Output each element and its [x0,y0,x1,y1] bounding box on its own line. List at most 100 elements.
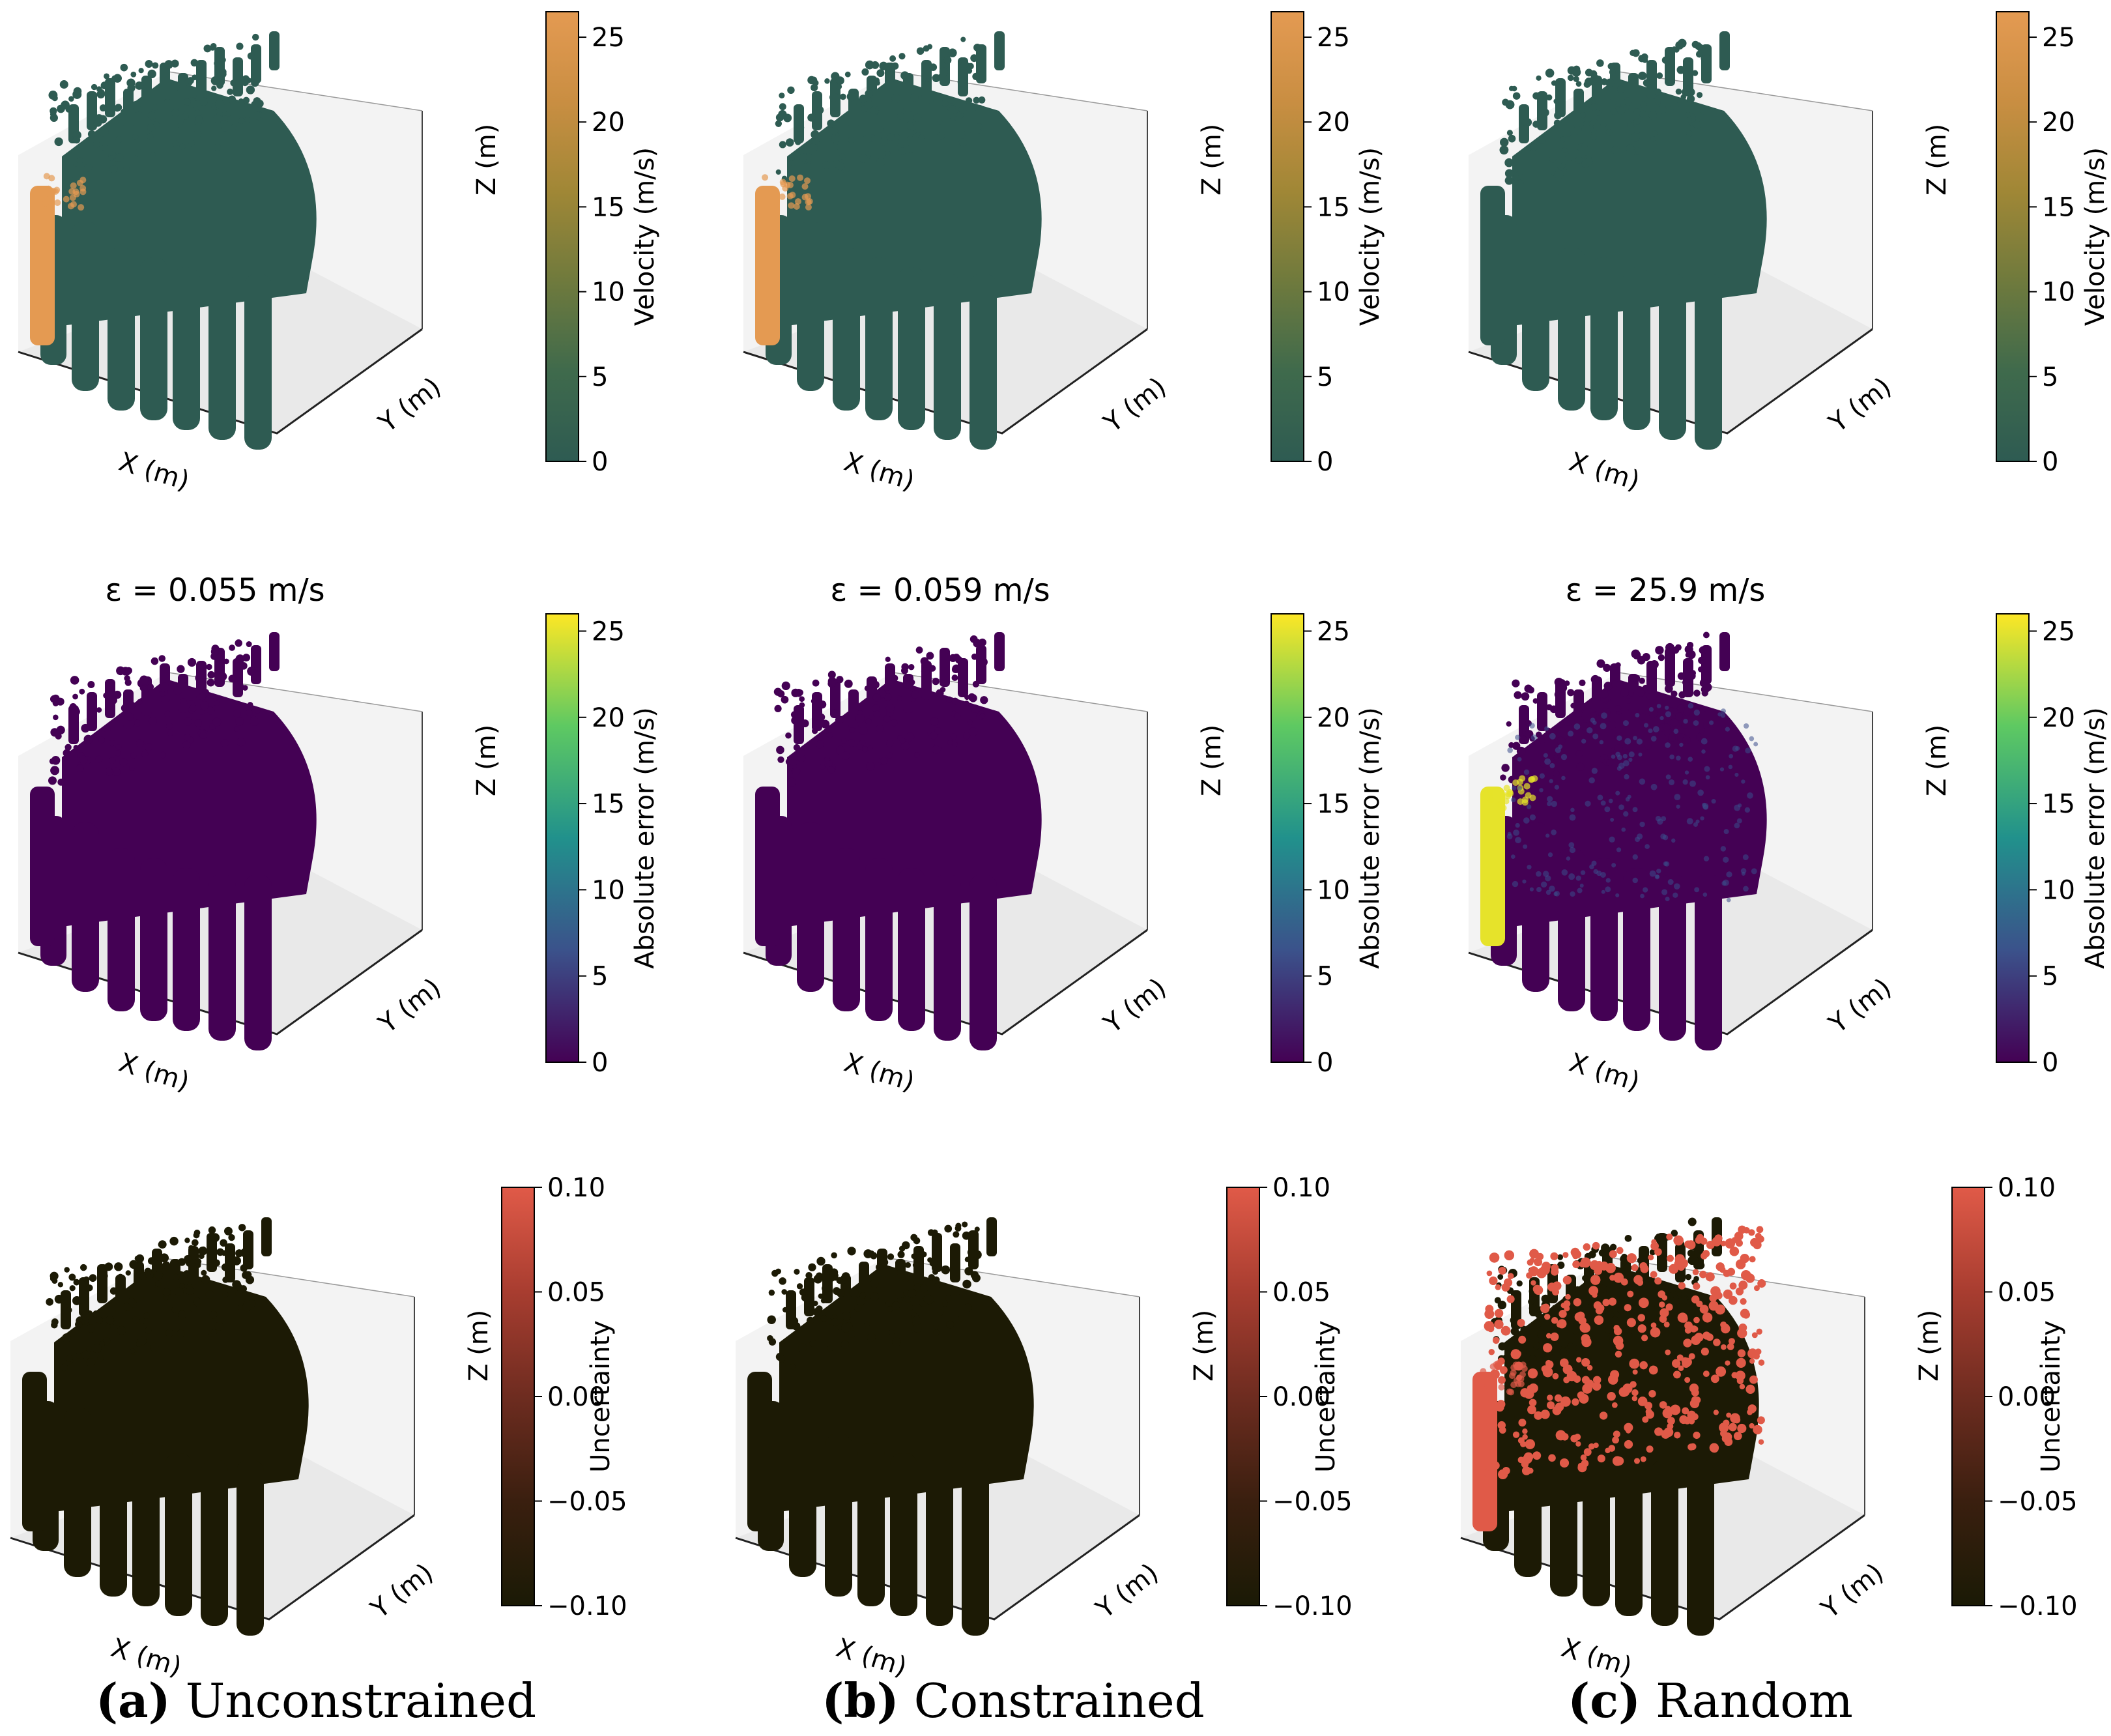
scatter-point [247,52,255,60]
scatter-point [920,1284,928,1293]
scatter-point [45,185,52,192]
scatter-point [779,141,786,149]
scatter-point [1506,1388,1513,1395]
scatter-point [1510,1316,1517,1324]
scatter-point [816,1305,823,1312]
column [1615,1453,1643,1616]
scatter-point [46,1298,53,1306]
scatter-point [1742,854,1749,860]
z-axis-label: Z (m) [472,124,502,195]
scatter-point [1560,753,1568,760]
scatter-point [1510,797,1516,803]
scatter-point [1648,111,1658,120]
scatter-point [799,153,807,162]
scatter-point [1560,1338,1569,1348]
scatter-point [136,739,145,747]
scatter-point [958,138,968,147]
scatter-point [827,1345,833,1352]
scatter-point [1637,656,1646,665]
y-axis-label: Y (m) [1090,1558,1164,1625]
scatter-point [1696,50,1703,58]
scatter-point [1588,777,1595,784]
scatter-point [1607,63,1615,70]
scatter-point [1525,1439,1536,1449]
scatter-point [1488,1428,1496,1436]
scatter-point [218,672,227,682]
scatter-point [1486,1445,1493,1451]
scatter-point [48,776,57,785]
scatter-point [1698,656,1706,665]
scatter-point [973,1250,982,1260]
scatter-point [1693,121,1701,129]
scatter-point [1710,1374,1719,1383]
column [898,868,925,1031]
scatter-point [1616,847,1622,852]
y-axis-label: Y (m) [1098,372,1172,439]
scatter-point [831,709,840,718]
chimney [903,73,913,112]
scatter-point [139,675,149,685]
scatter-point [145,1327,152,1334]
scatter-point [1574,716,1584,725]
point-cloud [1480,31,1767,450]
scatter-point [1513,174,1519,181]
scatter-point [175,1286,184,1296]
scatter-point [782,184,789,192]
scatter-point [129,1260,138,1269]
colorbar-tick-label: 20 [1317,108,1350,137]
scatter-point [910,93,919,102]
scatter-point [1530,734,1538,741]
colorbar-tick-label: 25 [592,616,625,646]
scatter-point [1642,1416,1649,1423]
column [1550,1434,1577,1597]
scatter-point [190,59,199,66]
scatter-point [1682,736,1691,744]
scatter-point [1569,814,1576,821]
scatter-point [1539,738,1545,744]
scatter-point [1640,893,1644,899]
colorbar-label: Absolute error (m/s) [2080,707,2110,969]
scatter-point [1667,1417,1675,1425]
scatter-point [1580,703,1587,710]
scatter-point [63,195,70,203]
scatter-point [106,767,113,774]
scatter-point [1675,712,1684,721]
chimney [1719,31,1730,70]
scatter-point [1597,1454,1605,1463]
scatter-point [824,756,831,762]
scatter-point [1597,794,1603,801]
scatter-point [1596,1260,1603,1267]
colorbar-tick-label: 5 [2042,962,2058,992]
scatter-point [1616,1247,1624,1254]
scatter-point [1691,1389,1699,1396]
scatter-point [1686,818,1693,825]
scatter-point [880,757,888,765]
scatter-point [1592,1292,1598,1298]
scatter-point [1723,1289,1733,1299]
colorbar-tick-label: 10 [2042,278,2075,308]
scatter-point [901,1273,910,1282]
scatter-point [1554,890,1560,897]
scatter-point [1572,1327,1579,1335]
colorbar-tick-label: 0.10 [1998,1173,2056,1203]
scatter-point [135,81,144,90]
scatter-point [1665,1349,1671,1355]
scatter-point [1650,136,1656,142]
scatter-point [1506,833,1513,839]
pane-edge [167,71,423,111]
scatter-point [206,663,212,671]
scatter-point [816,1256,826,1266]
scatter-point [1621,1253,1628,1260]
scatter-point [1517,179,1524,186]
scatter-point [54,137,63,147]
scatter-point [1706,1241,1715,1249]
scatter-point [1697,1262,1705,1269]
scatter-point [885,656,891,662]
scatter-point [785,138,794,147]
scatter-point [242,1302,252,1312]
scatter-point [795,139,801,145]
scatter-point [1566,131,1572,137]
axis-edge [1468,328,1873,435]
scatter-point [147,124,155,132]
scatter-point [1516,1374,1523,1381]
